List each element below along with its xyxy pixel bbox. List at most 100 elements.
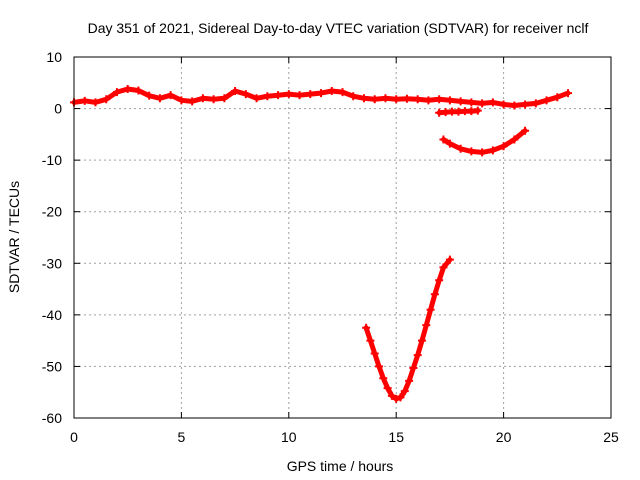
x-tick-label: 15 [388,429,404,445]
data-point [274,91,283,100]
data-point [91,98,100,107]
data-point [349,92,358,101]
x-tick-label: 5 [178,429,186,445]
data-point [456,97,465,106]
data-point [413,351,422,360]
data-point [435,276,444,285]
data-point [510,101,519,110]
data-point [306,90,315,99]
data-point [370,95,379,104]
data-point [220,94,229,103]
x-tick-label: 20 [496,429,512,445]
data-point [488,146,497,155]
data-point [231,87,240,96]
y-tick-label: 0 [54,101,62,117]
data-point [166,91,175,100]
data-point [439,135,448,144]
data-point [402,94,411,103]
series-dip-near-hour-19 [439,126,530,157]
data-point [370,349,379,358]
data-point [338,88,347,97]
data-point [188,97,197,106]
grid-lines [74,57,611,418]
data-point [445,255,454,264]
data-point [295,91,304,100]
data-point [375,362,384,371]
data-point [478,148,487,157]
data-point [467,98,476,107]
data-point [392,394,401,403]
data-point [422,321,431,330]
data-point [177,96,186,105]
data-point [241,90,250,99]
data-point [439,263,448,272]
data-point [134,86,143,95]
data-point [409,363,418,372]
plot-area [70,84,573,403]
data-point [263,92,272,101]
data-point [499,100,508,109]
data-point [396,393,405,402]
y-tick-label: -40 [42,307,62,323]
data-point [542,96,551,105]
data-point [327,87,336,96]
data-point [499,142,508,151]
data-point [112,88,121,97]
data-point [362,323,371,332]
data-point [145,91,154,100]
data-point [379,374,388,383]
data-point [531,99,540,108]
series-satellites-near-zero [70,84,573,110]
y-tick-label: -30 [42,255,62,271]
data-point [488,98,497,107]
series-short-segment [435,106,482,117]
data-point [317,89,326,98]
data-point [430,290,439,299]
data-point [564,89,573,98]
data-point [155,94,164,103]
data-point [417,336,426,345]
data-point [473,106,482,115]
data-point [400,387,409,396]
axis-ticks: 0 5 10 15 20 25 10 0 -10 -20 -30 -40 -50 -60 [42,49,619,445]
data-point [426,305,435,314]
data-point [553,93,562,102]
plot-frame [73,56,612,419]
data-point [521,126,530,135]
series-deep-arc-near-hour-15 [362,255,454,403]
data-point [366,336,375,345]
x-tick-label: 0 [70,429,78,445]
data-point [521,100,530,109]
data-point [359,94,368,103]
y-tick-label: 10 [46,49,62,65]
data-point [405,376,414,385]
data-point [510,135,519,144]
data-point [435,95,444,104]
y-tick-label: -10 [42,152,62,168]
y-tick-label: -50 [42,358,62,374]
data-point [198,94,207,103]
data-point [209,95,218,104]
data-point [284,90,293,99]
y-tick-label: -20 [42,204,62,220]
y-axis-label: SDTVAR / TECUs [6,181,22,293]
data-point [80,96,89,105]
x-tick-label: 25 [603,429,619,445]
data-point [381,94,390,103]
data-point [392,95,401,104]
data-point [467,147,476,156]
data-point [424,96,433,105]
data-point [123,84,132,93]
series-line [441,128,528,155]
data-point [456,144,465,153]
data-point [387,391,396,400]
data-point [383,384,392,393]
data-point [413,95,422,104]
data-point [252,94,261,103]
data-point [478,99,487,108]
x-tick-label: 10 [281,429,297,445]
data-point [445,139,454,148]
chart-title: Day 351 of 2021, Sidereal Day-to-day VTE… [88,20,589,36]
y-tick-label: -60 [42,410,62,426]
